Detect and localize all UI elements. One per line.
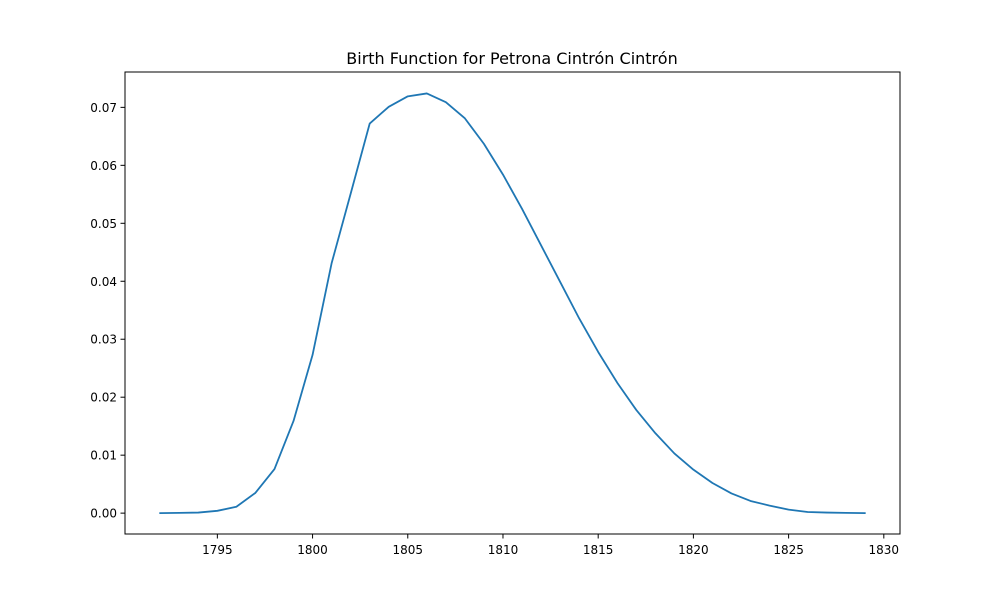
x-tick-label-1800: 1800 <box>297 543 328 557</box>
chart-title: Birth Function for Petrona Cintrón Cintr… <box>346 49 677 68</box>
series-line-0 <box>159 92 866 515</box>
y-tick-label-0.03: 0.03 <box>90 333 117 347</box>
y-tick-label-0.05: 0.05 <box>90 217 117 231</box>
x-tick-label-1815: 1815 <box>583 543 614 557</box>
x-tick-label-1830: 1830 <box>869 543 900 557</box>
x-tick-label-1805: 1805 <box>392 543 423 557</box>
x-tick-label-1825: 1825 <box>773 543 804 557</box>
x-tick-label-1795: 1795 <box>202 543 233 557</box>
y-tick-label-0.02: 0.02 <box>90 391 117 405</box>
y-tick-label-0.04: 0.04 <box>90 275 117 289</box>
y-tick-label-0.07: 0.07 <box>90 101 117 115</box>
plot-area: 1795 1800 1805 1810 1815 1820 1825 1830 0.00 0.01… <box>90 92 900 557</box>
plot-frame <box>124 71 901 535</box>
x-tick-label-1810: 1810 <box>488 543 519 557</box>
x-tick-label-1820: 1820 <box>678 543 709 557</box>
y-tick-label-0.06: 0.06 <box>90 159 117 173</box>
y-tick-label-0.01: 0.01 <box>90 449 117 463</box>
y-tick-label-0.00: 0.00 <box>90 507 117 521</box>
